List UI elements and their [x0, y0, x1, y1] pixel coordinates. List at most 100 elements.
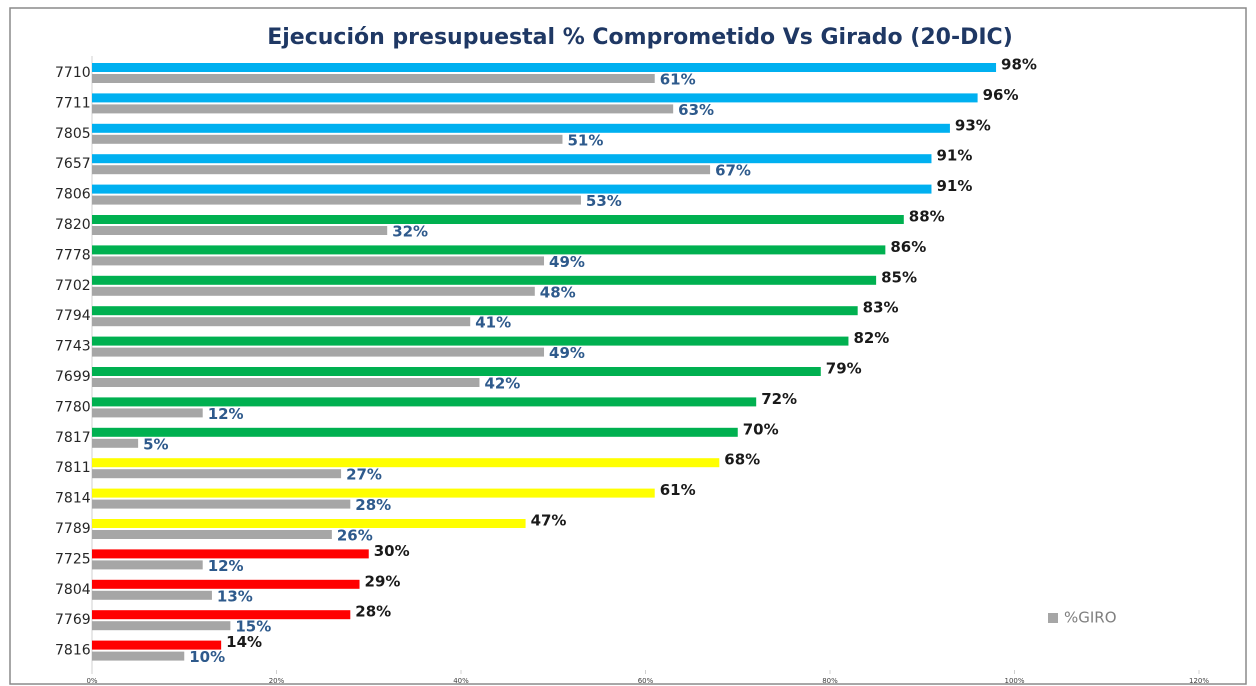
bar: [92, 245, 886, 255]
y-tick-label: 7814: [55, 491, 91, 507]
bar: [92, 499, 351, 509]
bar: [92, 134, 563, 144]
bar: [92, 367, 821, 376]
y-tick-label: 7811: [55, 460, 91, 476]
value-label: 88%: [909, 208, 945, 226]
value-label: 13%: [217, 587, 253, 605]
bar: [92, 347, 545, 357]
bar: [92, 640, 222, 650]
value-label: 49%: [549, 253, 585, 271]
y-tick-label: 7711: [55, 95, 91, 111]
value-label: 72%: [761, 390, 797, 408]
bar: [92, 651, 185, 661]
value-label: 91%: [936, 177, 972, 195]
bar: [92, 519, 526, 528]
bar: [92, 63, 997, 72]
value-label: 49%: [549, 344, 585, 362]
legend-swatch: [1048, 613, 1058, 623]
value-label: 14%: [226, 633, 262, 651]
value-label: 61%: [660, 481, 696, 499]
y-tick-label: 7702: [55, 278, 91, 294]
value-label: 12%: [208, 557, 244, 575]
bar: [92, 408, 203, 418]
value-label: 53%: [586, 192, 622, 210]
value-label: 42%: [484, 375, 520, 393]
bar: [92, 549, 369, 559]
value-label: 32%: [392, 223, 428, 241]
value-label: 79%: [826, 360, 862, 378]
value-label: 30%: [374, 542, 410, 560]
bar: [92, 286, 535, 296]
y-tick-label: 7657: [55, 156, 91, 172]
bar: [92, 215, 904, 224]
x-tick-label: 0%: [86, 677, 97, 685]
bar: [92, 165, 711, 175]
value-label: 41%: [475, 314, 511, 332]
legend-label: %GIRO: [1064, 609, 1117, 627]
bar: [92, 275, 877, 285]
bar: [92, 306, 858, 316]
value-label: 63%: [678, 101, 714, 119]
value-label: 51%: [567, 131, 603, 149]
bar: [92, 93, 978, 103]
y-tick-label: 7710: [55, 65, 91, 81]
bar: [92, 458, 720, 468]
value-label: 86%: [890, 238, 926, 256]
x-tick-label: 80%: [822, 677, 838, 685]
value-label: 47%: [531, 512, 567, 530]
chart-title: Ejecución presupuestal % Comprometido Vs…: [267, 25, 1013, 50]
bar: [92, 610, 351, 620]
x-tick-label: 100%: [1004, 677, 1024, 685]
chart-frame: [9, 7, 1247, 685]
value-label: 12%: [208, 405, 244, 423]
x-tick-label: 120%: [1189, 677, 1209, 685]
value-label: 48%: [540, 283, 576, 301]
value-label: 61%: [660, 71, 696, 89]
bar: [92, 438, 139, 448]
y-tick-label: 7804: [55, 582, 91, 598]
value-label: 96%: [983, 86, 1019, 104]
value-label: 5%: [143, 435, 168, 453]
y-tick-label: 7794: [55, 308, 91, 324]
value-label: 82%: [853, 329, 889, 347]
bar: [92, 621, 231, 631]
bar: [92, 336, 849, 346]
y-tick-label: 7820: [55, 217, 91, 233]
value-label: 67%: [715, 162, 751, 180]
bar: [92, 317, 471, 327]
value-label: 83%: [863, 299, 899, 317]
y-tick-label: 7699: [55, 369, 91, 385]
bar: [92, 154, 932, 164]
value-label: 28%: [355, 496, 391, 514]
bar: [92, 579, 360, 589]
bar: [92, 104, 674, 114]
y-tick-label: 7817: [55, 430, 91, 446]
x-tick-label: 40%: [453, 677, 469, 685]
y-tick-label: 7778: [55, 247, 91, 263]
value-label: 27%: [346, 466, 382, 484]
bar: [92, 469, 342, 479]
bar: [92, 488, 655, 498]
bar: [92, 378, 480, 387]
value-label: 85%: [881, 268, 917, 286]
bar: [92, 74, 655, 83]
bar: [92, 590, 212, 600]
value-label: 98%: [1001, 56, 1037, 74]
bar: [92, 123, 950, 133]
bar: [92, 427, 738, 437]
value-label: 70%: [743, 420, 779, 438]
value-label: 28%: [355, 603, 391, 621]
bar: [92, 184, 932, 194]
value-label: 15%: [235, 618, 271, 636]
bar: [92, 397, 757, 407]
x-tick-label: 60%: [638, 677, 654, 685]
bar: [92, 560, 203, 570]
y-tick-label: 7769: [55, 612, 91, 628]
value-label: 68%: [724, 451, 760, 469]
x-tick-label: 20%: [269, 677, 285, 685]
value-label: 29%: [365, 572, 401, 590]
bar: [92, 256, 545, 266]
y-tick-label: 7743: [55, 339, 91, 355]
value-label: 10%: [189, 648, 225, 666]
